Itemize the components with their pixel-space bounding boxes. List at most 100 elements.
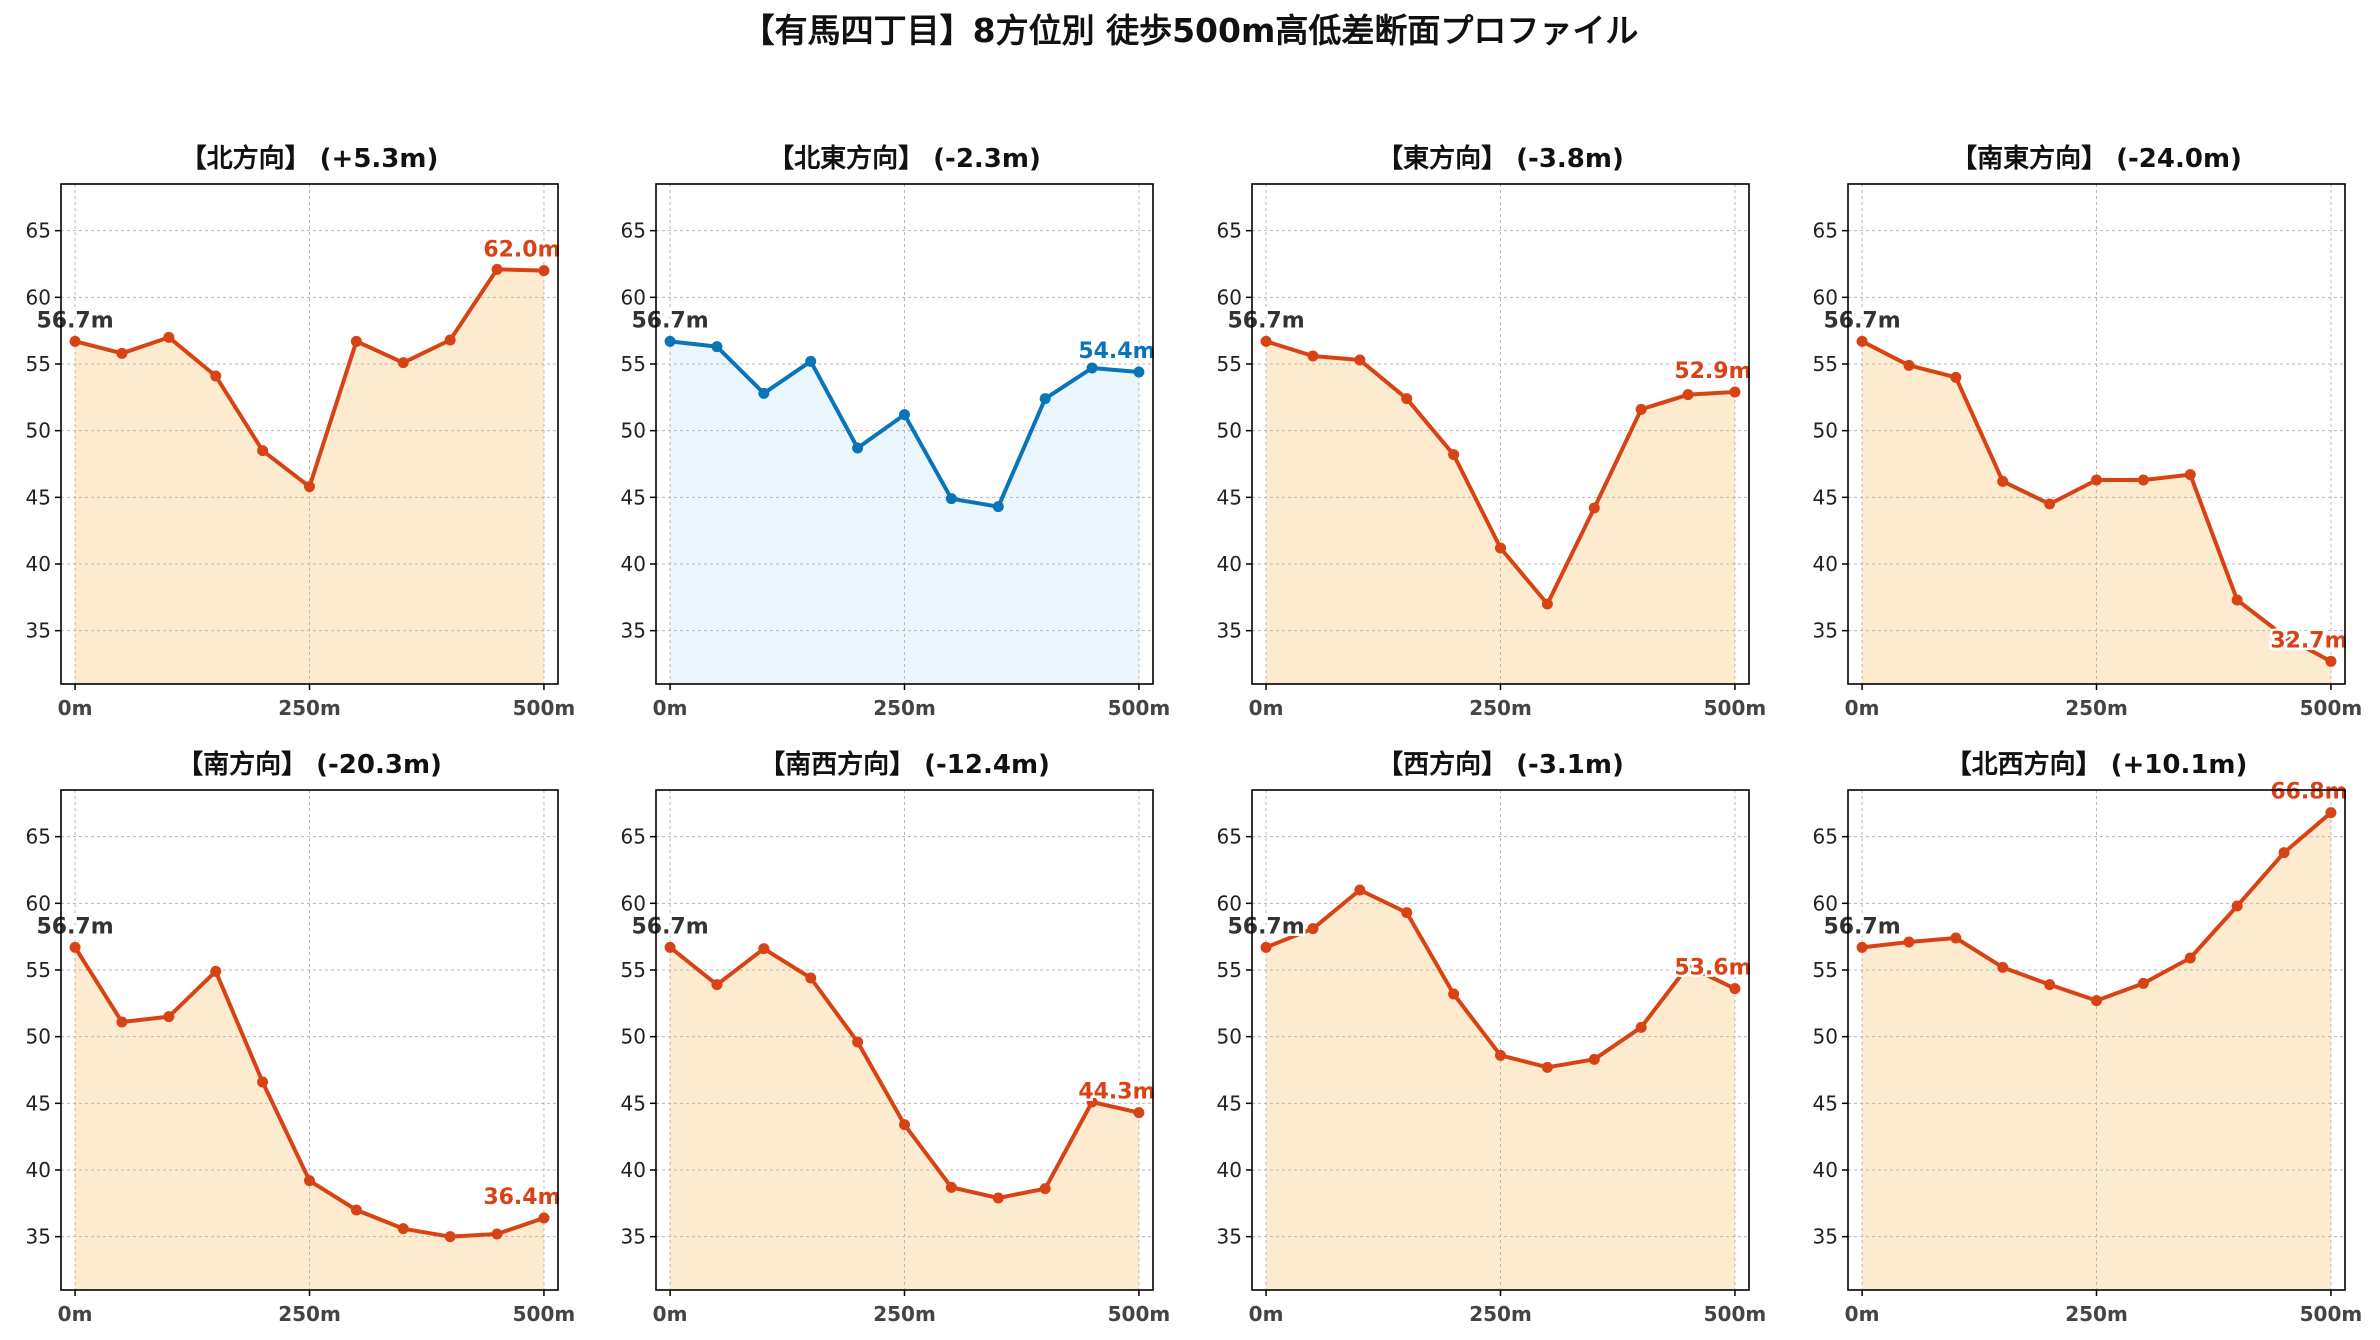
x-tick-label: 250m xyxy=(278,1302,341,1326)
y-tick-label: 55 xyxy=(26,352,51,376)
panel-1: 【北方向】 (+5.3m) 35 40 45 50 55 60 65 0m 250m 500m 56.… xyxy=(26,143,576,720)
panel-6: 【南西方向】 (-12.4m) 35 40 45 50 55 60 65 0m 250m 500m 5… xyxy=(621,749,1171,1326)
data-point xyxy=(1307,923,1319,935)
x-tick-label: 500m xyxy=(2300,696,2363,720)
data-point xyxy=(1541,1061,1553,1073)
end-value-label: 66.8m xyxy=(2270,780,2347,805)
start-value-label: 56.7m xyxy=(631,308,708,333)
data-point xyxy=(444,334,456,346)
y-tick-label: 45 xyxy=(26,1091,51,1115)
end-value-label: 52.9m xyxy=(1674,359,1751,384)
y-tick-label: 65 xyxy=(621,219,646,243)
plot-frame xyxy=(60,183,559,685)
y-tick-label: 55 xyxy=(26,958,51,982)
x-tick-label: 250m xyxy=(873,1302,936,1326)
plot-frame xyxy=(1251,183,1750,685)
data-point xyxy=(1495,1049,1506,1061)
y-tick-label: 55 xyxy=(621,352,646,376)
data-point xyxy=(1307,350,1319,362)
y-tick-label: 65 xyxy=(1217,825,1242,849)
y-tick-label: 50 xyxy=(1813,1025,1838,1049)
data-point xyxy=(2091,995,2102,1007)
data-point xyxy=(2091,474,2102,486)
data-point xyxy=(397,357,409,369)
area-fill xyxy=(1862,341,2331,684)
data-point xyxy=(491,1228,503,1240)
data-point xyxy=(1495,542,1506,554)
y-tick-label: 65 xyxy=(26,825,51,849)
y-tick-label: 40 xyxy=(1813,1158,1838,1182)
x-tick-label: 250m xyxy=(2065,1302,2128,1326)
data-point xyxy=(1260,335,1272,347)
y-tick-label: 35 xyxy=(26,1225,51,1249)
data-point xyxy=(805,972,817,984)
x-tick-label: 500m xyxy=(1704,696,1767,720)
data-point xyxy=(945,1181,957,1193)
x-tick-label: 250m xyxy=(1469,696,1532,720)
data-point xyxy=(163,1011,175,1023)
y-tick-label: 60 xyxy=(26,891,51,915)
data-point xyxy=(2044,979,2056,991)
data-point xyxy=(1856,941,1868,953)
figure-title: 【有馬四丁目】8方位別 徒歩500m高低差断面プロファイル xyxy=(742,11,1639,50)
y-tick-label: 45 xyxy=(1217,1091,1242,1115)
y-tick-label: 35 xyxy=(1217,1225,1242,1249)
data-point xyxy=(805,355,817,367)
panel-5: 【南方向】 (-20.3m) 35 40 45 50 55 60 65 0m 250m 500m 56… xyxy=(26,749,576,1326)
data-point xyxy=(2184,952,2196,964)
area-fill xyxy=(670,947,1139,1290)
y-tick-label: 35 xyxy=(1813,1225,1838,1249)
data-point xyxy=(992,1192,1004,1204)
panel-title: 【南方向】 (-20.3m) xyxy=(177,749,442,780)
panel-title: 【南東方向】 (-24.0m) xyxy=(1951,143,2242,174)
y-tick-label: 50 xyxy=(621,419,646,443)
data-point xyxy=(992,501,1004,513)
data-point xyxy=(1903,359,1915,371)
data-point xyxy=(538,1212,550,1224)
data-point xyxy=(1682,960,1694,972)
end-value-label: 36.4m xyxy=(483,1185,560,1210)
y-tick-label: 45 xyxy=(1217,485,1242,509)
x-tick-label: 500m xyxy=(513,696,576,720)
data-point xyxy=(852,442,864,454)
data-point xyxy=(257,1076,269,1088)
data-point xyxy=(1039,393,1051,405)
plot-frame xyxy=(1847,183,2346,685)
y-tick-label: 45 xyxy=(621,1091,646,1115)
y-tick-label: 40 xyxy=(26,1158,51,1182)
data-point xyxy=(1448,449,1460,461)
data-point xyxy=(397,1223,409,1235)
data-point xyxy=(304,481,315,493)
x-tick-label: 0m xyxy=(58,1302,93,1326)
data-point xyxy=(945,493,957,505)
panel-2: 【北東方向】 (-2.3m) 35 40 45 50 55 60 65 0m 250m 500m 56… xyxy=(621,143,1171,720)
end-value-label: 62.0m xyxy=(483,238,560,263)
panel-title: 【北東方向】 (-2.3m) xyxy=(768,143,1041,174)
data-point xyxy=(2231,900,2243,912)
x-tick-label: 0m xyxy=(1249,696,1284,720)
data-point xyxy=(2137,474,2149,486)
y-tick-label: 60 xyxy=(1217,891,1242,915)
y-tick-label: 40 xyxy=(1217,1158,1242,1182)
y-tick-label: 65 xyxy=(1813,825,1838,849)
x-tick-label: 0m xyxy=(1249,1302,1284,1326)
data-point xyxy=(69,941,81,953)
y-tick-label: 45 xyxy=(1813,1091,1838,1115)
data-point xyxy=(1682,389,1694,401)
plot-frame xyxy=(1251,789,1750,1291)
y-tick-label: 65 xyxy=(1813,219,1838,243)
data-point xyxy=(1635,403,1647,415)
area-fill xyxy=(75,269,544,684)
data-point xyxy=(1086,1096,1098,1108)
data-point xyxy=(350,1204,362,1216)
y-tick-label: 55 xyxy=(1813,352,1838,376)
end-value-label: 44.3m xyxy=(1078,1080,1155,1105)
y-tick-label: 45 xyxy=(1813,485,1838,509)
area-fill xyxy=(670,341,1139,684)
data-point xyxy=(2137,977,2149,989)
end-value-label: 32.7m xyxy=(2270,628,2347,653)
data-point xyxy=(1997,961,2009,973)
x-tick-label: 250m xyxy=(278,696,341,720)
